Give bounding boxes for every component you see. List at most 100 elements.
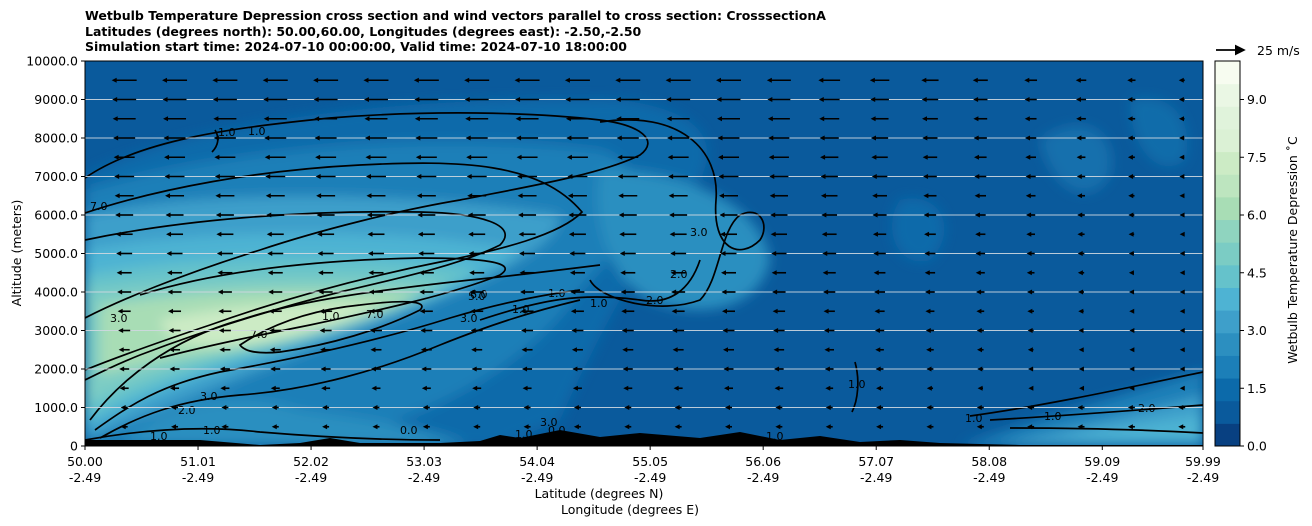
wind-vector [773,347,785,353]
wind-vector [720,251,737,256]
wind-vector [1078,366,1084,372]
wind-vector [1026,212,1036,218]
wind-vector [316,193,336,199]
wind-vector [419,308,433,314]
wind-vector [818,77,841,83]
wind-vector [469,289,484,295]
wind-vector [766,77,791,83]
wind-vector [1024,77,1038,83]
wind-vector [569,270,585,276]
wind-vector [515,116,539,122]
wind-vector [167,270,183,276]
wind-vector [1078,308,1084,314]
wind-vector [672,347,684,353]
wind-vector [570,289,585,295]
wind-vector [470,308,484,314]
wind-vector [976,308,985,314]
wind-vector [468,231,486,237]
wind-vector [822,270,836,276]
wind-vector [564,77,590,83]
x-tick-lat-3: 53.03 [406,454,442,469]
wind-vector [1127,154,1135,160]
wind-vector [213,116,237,122]
wind-vector [212,77,238,83]
wind-vector [1129,328,1135,333]
contour-label: 1.0 [548,287,566,300]
contour-label: 2.0 [1138,402,1156,415]
wind-vector [1076,174,1086,179]
wind-vector [212,97,237,102]
contour-labels: 1.0 1.07.03.05.07.01.07.03.06.01.01.01.0 2… [90,125,1156,443]
wind-vector [723,385,733,391]
wind-vector [1079,385,1085,391]
wind-vector [619,231,637,237]
wind-vector [421,366,432,372]
contour-8 [99,299,581,439]
wind-vector [974,174,987,179]
x-tick-lat-4: 54.04 [519,454,555,469]
wind-vector [1024,116,1037,122]
wind-vector [921,116,938,122]
wind-vector [926,405,934,410]
wind-vector [518,212,537,218]
colorbar-band [1215,106,1240,130]
wind-vector [516,135,539,141]
y-tick-label-5: 5000.0 [34,246,78,261]
wind-vector [268,308,282,314]
wind-vector [168,308,182,314]
wind-vector [521,347,533,353]
wind-vector [1127,135,1136,141]
wind-vector [1179,135,1185,141]
wind-vector [976,328,984,333]
wind-vector [823,308,835,314]
wind-vector [365,154,387,160]
wind-vector [1179,366,1185,372]
wind-vector [822,251,837,256]
wind-vector [268,289,283,295]
wind-vector [214,174,235,179]
contour-label: 6.0 [470,288,488,301]
wind-vector [370,347,382,353]
wind-vector [313,97,338,102]
wind-vector [219,347,231,353]
contour-label: 2.0 [646,294,664,307]
wind-vector [823,328,835,333]
wind-vector [1128,193,1135,199]
colorbar-tick-label: 4.5 [1247,265,1267,280]
wind-vector [721,289,736,295]
wind-vector [1026,231,1035,237]
wind-vector [769,193,788,199]
wind-vector [870,116,889,122]
wind-vector [372,424,380,430]
wind-vector [416,174,437,179]
quiver-key-label: 25 m/s [1257,43,1300,58]
wind-vector [565,97,590,102]
wind-vector [472,385,482,391]
wind-vector [164,174,185,179]
contour-10 [479,259,701,321]
wind-vector [370,366,381,372]
wind-vector [111,77,137,83]
wind-vector [471,347,483,353]
y-tick-label-6: 6000.0 [34,208,78,223]
wind-vector [769,174,789,179]
wind-vector [1178,116,1185,122]
wind-vector [824,366,834,372]
wind-vector [366,193,386,199]
wind-vector [872,212,887,218]
wind-vector [465,135,488,141]
x-tick-lat-1: 51.01 [180,454,216,469]
wind-vector [265,193,285,199]
wind-vector [673,385,683,391]
colorbar-band [1215,423,1240,447]
wind-vector [872,193,887,199]
wind-vector [666,97,691,102]
wind-vector [1129,289,1135,295]
wind-vector [218,308,232,314]
x-tick-lat-0: 50.00 [67,454,103,469]
wind-vector [266,212,285,218]
contour-label: 7.0 [366,308,384,321]
wind-vector [317,251,334,256]
wind-vector [976,424,984,430]
title-line-2: Latitudes (degrees north): 50.00,60.00, … [85,23,642,39]
